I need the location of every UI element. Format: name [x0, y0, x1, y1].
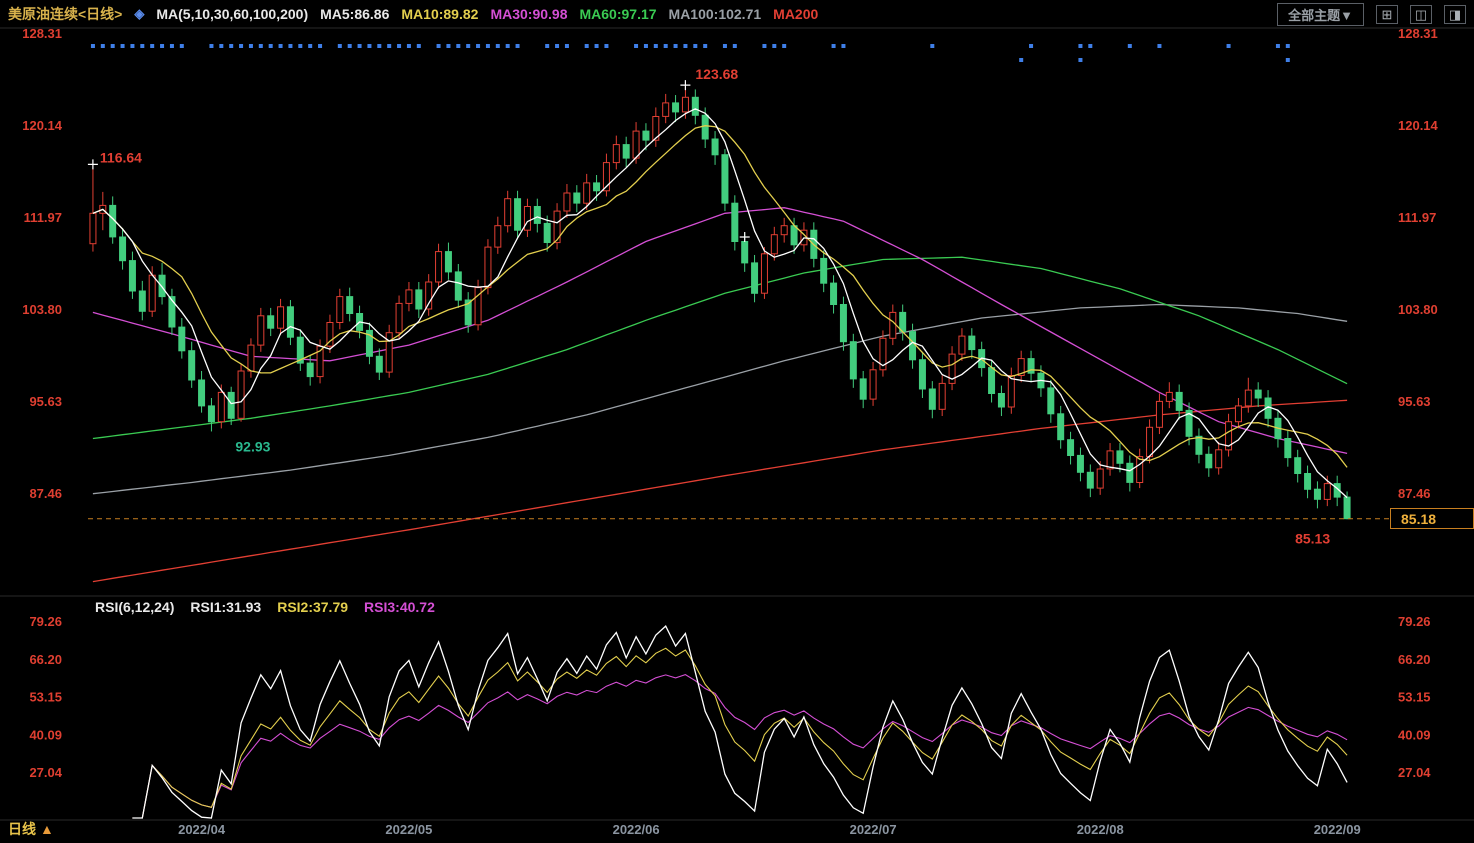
signal-dots: [90, 44, 1290, 62]
y-axis-label-right: 128.31: [1398, 26, 1438, 41]
indicator-icon: ◈: [134, 6, 145, 21]
period-tag: <日线>: [78, 6, 123, 22]
rsi-y-axis-labels: 79.26 79.26 66.20 66.20 53.15 53.15 40.09 40.09…: [29, 614, 1431, 780]
ma-params-label: MA(5,10,30,60,100,200): [156, 6, 309, 22]
price-annotation: 123.68: [695, 66, 738, 82]
month-label: 2022/09: [1314, 822, 1361, 837]
kline-layout-left-icon[interactable]: ◫: [1410, 4, 1432, 24]
ma10-line: [92, 125, 1348, 468]
cross-markers: [87, 80, 750, 242]
ma30-readout: MA30:90.98: [490, 6, 568, 22]
ma60-line: [92, 256, 1348, 440]
period-selector[interactable]: 日线 ▲: [8, 819, 54, 839]
month-label: 2022/05: [385, 822, 432, 837]
price-annotation: 92.93: [235, 438, 270, 454]
ma5-line: [92, 108, 1348, 499]
candles-layer: [89, 85, 1351, 520]
rsi-axis-label-left: 66.20: [29, 652, 62, 667]
price-annotation: 116.64: [100, 149, 142, 165]
ma100-readout: MA100:102.71: [668, 6, 762, 22]
y-axis-label-right: 95.63: [1398, 394, 1431, 409]
rsi1-readout: RSI1:31.93: [190, 599, 262, 615]
ma5-readout: MA5:86.86: [320, 6, 390, 22]
ma200-line: [92, 399, 1348, 583]
month-label: 2022/06: [613, 822, 660, 837]
rsi-axis-label-right: 53.15: [1398, 690, 1431, 705]
topbar: 美原油连续<日线> ◈ MA(5,10,30,60,100,200) MA5:8…: [0, 0, 1474, 28]
instrument-title[interactable]: 美原油连续<日线>: [8, 4, 122, 24]
y-axis-label-right: 111.97: [1398, 210, 1436, 225]
period-arrow-icon: ▲: [40, 821, 54, 837]
rsi-indicator-header[interactable]: RSI(6,12,24) RSI1:31.93 RSI2:37.79 RSI3:…: [95, 599, 435, 615]
y-axis-label-left: 120.14: [22, 118, 63, 133]
last-price-box: 85.18: [1390, 508, 1474, 529]
price-annotation: 85.13: [1295, 530, 1330, 546]
four-grid-layout-icon[interactable]: ⊞: [1376, 4, 1398, 24]
rsi-axis-label-right: 79.26: [1398, 614, 1431, 629]
rsi-axis-label-left: 79.26: [29, 614, 62, 629]
main-y-axis-labels: 128.31 128.31 120.14 120.14 111.97 111.97 103.…: [22, 26, 1438, 501]
ma100-line: [92, 303, 1348, 495]
month-label: 2022/08: [1077, 822, 1124, 837]
y-axis-label-right: 120.14: [1398, 118, 1439, 133]
y-axis-label-left: 95.63: [29, 394, 62, 409]
kline-layout-right-icon[interactable]: ◨: [1444, 4, 1466, 24]
price-annotations: 116.64 123.68 92.93 85.13: [100, 66, 1330, 546]
rsi-params-label: RSI(6,12,24): [95, 599, 175, 615]
y-axis-label-left: 111.97: [24, 210, 62, 225]
theme-selector-button[interactable]: 全部主题▼: [1277, 2, 1364, 26]
y-axis-label-left: 103.80: [22, 302, 62, 317]
y-axis-label-left: 87.46: [29, 486, 62, 501]
y-axis-label-right: 87.46: [1398, 486, 1431, 501]
ma10-readout: MA10:89.82: [401, 6, 479, 22]
rsi-axis-label-right: 40.09: [1398, 727, 1431, 742]
rsi-axis-label-left: 40.09: [29, 727, 62, 742]
rsi-axis-label-right: 27.04: [1398, 765, 1431, 780]
period-label: 日线: [8, 821, 36, 837]
x-axis-month-labels: 2022/04 2022/05 2022/06 2022/07 2022/08 2022/…: [178, 822, 1361, 837]
month-label: 2022/04: [178, 822, 226, 837]
instrument-name: 美原油连续: [8, 6, 78, 22]
y-axis-label-left: 128.31: [22, 26, 62, 41]
rsi-axis-label-left: 27.04: [29, 765, 62, 780]
rsi3-readout: RSI3:40.72: [364, 599, 435, 615]
rsi-axis-label-right: 66.20: [1398, 652, 1431, 667]
month-label: 2022/07: [850, 822, 897, 837]
panel-dividers: [0, 27, 1474, 821]
rsi3-line: [132, 673, 1348, 819]
y-axis-label-right: 103.80: [1398, 302, 1438, 317]
ma200-readout: MA200: [773, 6, 819, 22]
ma60-readout: MA60:97.17: [579, 6, 657, 22]
rsi2-line: [132, 647, 1348, 819]
rsi-axis-label-left: 53.15: [29, 690, 62, 705]
rsi1-line: [132, 625, 1348, 819]
rsi2-readout: RSI2:37.79: [277, 599, 349, 615]
